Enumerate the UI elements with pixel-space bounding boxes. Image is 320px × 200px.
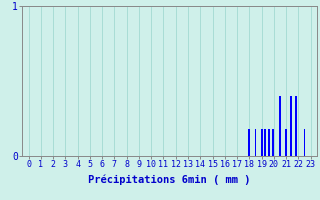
Bar [254, 129, 256, 156]
Bar [248, 129, 250, 156]
Bar [279, 96, 281, 156]
Bar [261, 129, 262, 156]
Bar [268, 129, 270, 156]
X-axis label: Précipitations 6min ( mm ): Précipitations 6min ( mm ) [88, 175, 251, 185]
Bar [285, 129, 287, 156]
Bar [272, 129, 274, 156]
Bar [290, 96, 292, 156]
Bar [264, 129, 266, 156]
Bar [304, 129, 306, 156]
Bar [295, 96, 297, 156]
